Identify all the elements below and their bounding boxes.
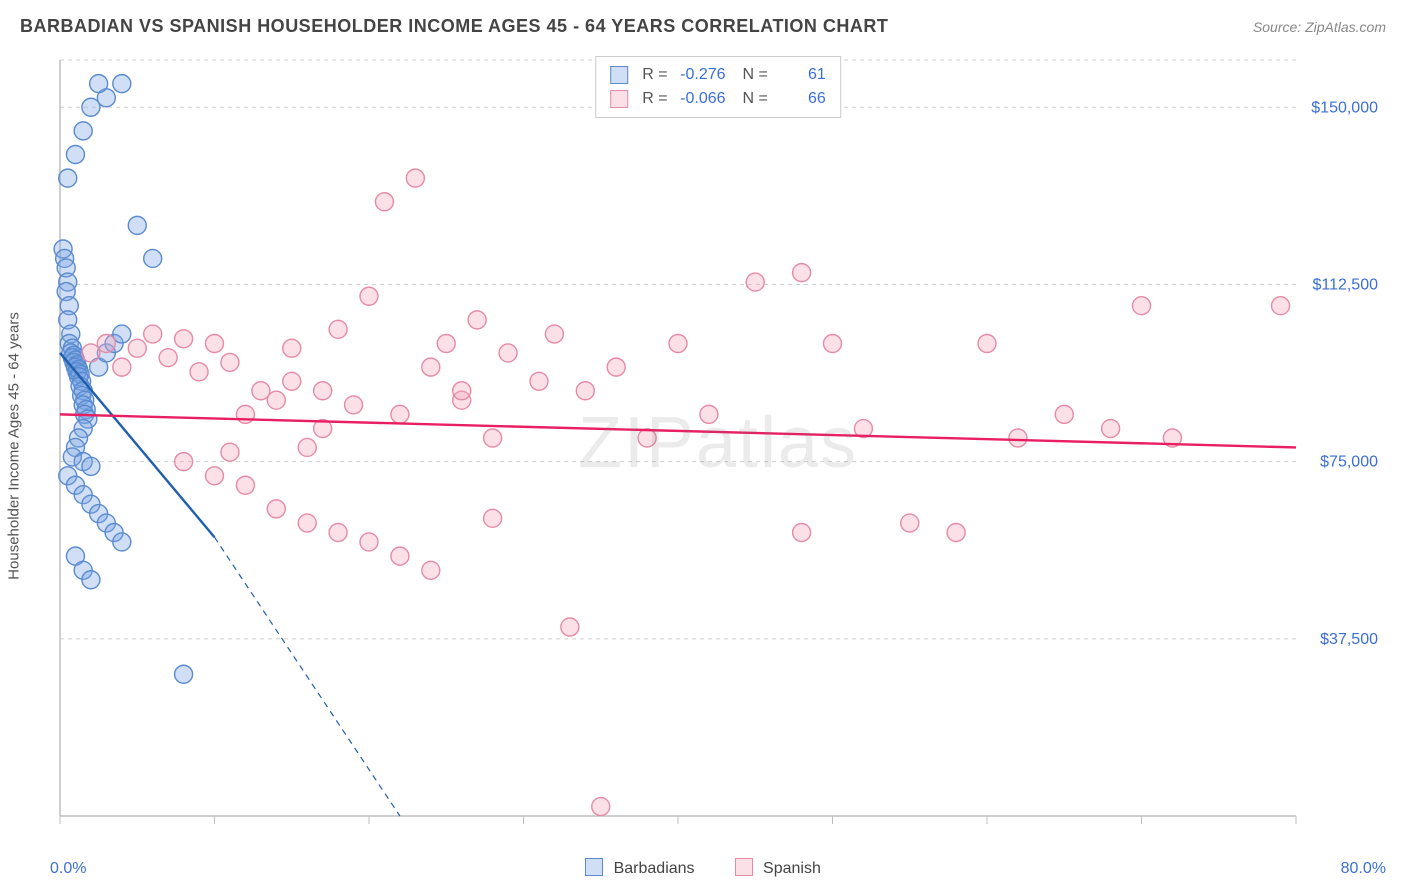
swatch-spanish-icon [735, 858, 753, 876]
n-value-barbadians: 61 [776, 63, 826, 87]
r-value-barbadians: -0.276 [676, 63, 726, 87]
r-label: R = [642, 63, 667, 87]
chart-title: BARBADIAN VS SPANISH HOUSEHOLDER INCOME … [20, 16, 888, 37]
svg-text:$37,500: $37,500 [1320, 631, 1378, 648]
correlation-stats-box: R = -0.276 N = 61 R = -0.066 N = 66 [595, 56, 841, 118]
n-value-spanish: 66 [776, 87, 826, 111]
r-label: R = [642, 87, 667, 111]
plot-area: $37,500$75,000$112,500$150,000 ZIPatlas … [50, 50, 1386, 836]
source-label: Source: ZipAtlas.com [1253, 19, 1386, 35]
legend-label-spanish: Spanish [763, 860, 821, 877]
y-axis-label: Householder Income Ages 45 - 64 years [6, 312, 23, 580]
header: BARBADIAN VS SPANISH HOUSEHOLDER INCOME … [20, 16, 1386, 37]
n-label: N = [734, 87, 768, 111]
stats-row-barbadians: R = -0.276 N = 61 [610, 63, 826, 87]
scatter-plot-svg: $37,500 $75,000 $112,500 $150,000 [50, 50, 1386, 836]
svg-text:$150,000: $150,000 [1311, 99, 1378, 116]
swatch-barbadians-icon [610, 66, 628, 84]
legend-label-barbadians: Barbadians [614, 860, 695, 877]
swatch-barbadians-icon [585, 858, 603, 876]
chart-container: BARBADIAN VS SPANISH HOUSEHOLDER INCOME … [0, 0, 1406, 892]
stats-row-spanish: R = -0.066 N = 66 [610, 87, 826, 111]
svg-text:$112,500: $112,500 [1312, 276, 1378, 293]
legend-item-spanish: Spanish [735, 858, 821, 878]
r-value-spanish: -0.066 [676, 87, 726, 111]
n-label: N = [734, 63, 768, 87]
svg-text:$75,000: $75,000 [1320, 454, 1378, 471]
legend-item-barbadians: Barbadians [585, 858, 694, 878]
footer-legend: Barbadians Spanish [0, 858, 1406, 878]
swatch-spanish-icon [610, 90, 628, 108]
